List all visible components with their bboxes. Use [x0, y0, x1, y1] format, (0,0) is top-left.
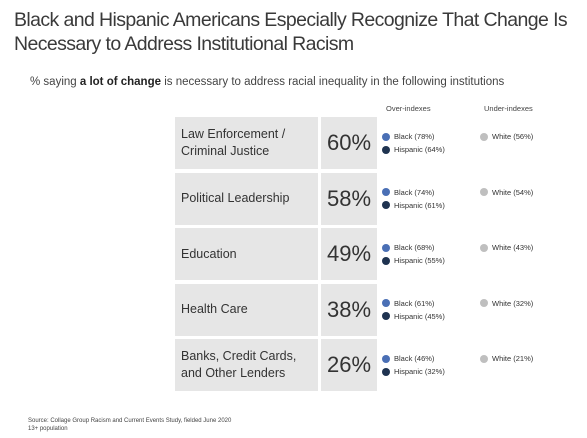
table-row: Law Enforcement / Criminal Justice 60% Bla…: [175, 117, 575, 169]
black-legend-label: Black (78%): [394, 132, 435, 141]
table-row: Education 49% Black (68%) Hispanic (55%) Whi…: [175, 228, 575, 280]
black-dot-icon: [382, 299, 390, 307]
institution-label: Education: [175, 228, 318, 280]
hispanic-dot-icon: [382, 201, 390, 209]
chart-title: Black and Hispanic Americans Especially …: [14, 9, 568, 55]
black-legend-item: Black (46%): [382, 354, 434, 363]
percent-value: 58%: [321, 172, 377, 225]
hispanic-legend-label: Hispanic (55%): [394, 256, 445, 265]
institution-label-text: Political Leadership: [181, 191, 290, 205]
table-row: Banks, Credit Cards, and Other Lenders 26…: [175, 339, 575, 391]
hispanic-legend-item: Hispanic (32%): [382, 367, 445, 376]
population-line: 13+ population: [28, 425, 68, 432]
table-row: Health Care 38% Black (61%) Hispanic (45%) W…: [175, 283, 575, 336]
black-dot-icon: [382, 354, 390, 363]
institution-label: Banks, Credit Cards, and Other Lenders: [175, 339, 318, 391]
percent-value: 26%: [321, 339, 377, 391]
white-legend-item: White (21%): [480, 354, 533, 363]
hispanic-legend-item: Hispanic (45%): [382, 312, 445, 321]
black-legend-label: Black (61%): [394, 298, 435, 308]
white-legend-label: White (43%): [492, 243, 534, 252]
hispanic-dot-icon: [382, 367, 390, 376]
hispanic-legend-label: Hispanic (32%): [394, 367, 445, 376]
hispanic-legend-label: Hispanic (61%): [394, 200, 445, 210]
hispanic-dot-icon: [382, 145, 390, 154]
white-dot-icon: [480, 354, 488, 363]
black-legend-item: Black (78%): [382, 132, 434, 141]
subtitle-prefix: % saying: [30, 76, 80, 88]
black-legend-label: Black (46%): [394, 354, 435, 363]
white-legend-label: White (32%): [492, 298, 534, 308]
institution-rows: Law Enforcement / Criminal Justice 60% Bla…: [175, 117, 575, 395]
black-dot-icon: [382, 243, 390, 252]
black-legend-item: Black (74%): [382, 188, 434, 197]
white-dot-icon: [480, 132, 488, 141]
hispanic-legend-item: Hispanic (61%): [382, 201, 445, 210]
white-dot-icon: [480, 188, 488, 196]
institution-label-text: Education: [181, 246, 237, 261]
white-dot-icon: [480, 299, 488, 307]
hispanic-legend-item: Hispanic (64%): [382, 145, 445, 154]
white-legend-label: White (56%): [492, 132, 534, 141]
hispanic-dot-icon: [382, 312, 390, 320]
institution-label: Political Leadership: [175, 172, 318, 225]
hispanic-dot-icon: [382, 256, 390, 265]
black-dot-icon: [382, 188, 390, 196]
institution-label-text: Law Enforcement / Criminal Justice: [181, 127, 286, 158]
percent-value: 49%: [321, 228, 377, 280]
white-legend-item: White (54%): [480, 188, 533, 197]
white-legend-item: White (56%): [480, 132, 533, 141]
institution-label-text: Banks, Credit Cards, and Other Lenders: [181, 349, 297, 380]
white-legend-item: White (32%): [480, 299, 533, 308]
black-legend-label: Black (74%): [394, 187, 435, 197]
black-dot-icon: [382, 132, 390, 141]
chart-subtitle: % saying a lot of change is necessary to…: [30, 76, 504, 88]
white-legend-item: White (43%): [480, 243, 533, 252]
hispanic-legend-label: Hispanic (45%): [394, 311, 445, 321]
table-row: Political Leadership 58% Black (74%) Hispan…: [175, 172, 575, 225]
institution-label: Health Care: [175, 283, 318, 336]
white-dot-icon: [480, 243, 488, 252]
source-note: Source: Collage Group Racism and Current…: [28, 418, 231, 433]
black-legend-item: Black (61%): [382, 299, 434, 308]
hispanic-legend-item: Hispanic (55%): [382, 256, 445, 265]
institution-label: Law Enforcement / Criminal Justice: [175, 117, 318, 169]
black-legend-label: Black (68%): [394, 243, 435, 252]
black-legend-item: Black (68%): [382, 243, 434, 252]
subtitle-emphasis: a lot of change: [79, 76, 162, 88]
white-legend-label: White (54%): [492, 187, 534, 197]
over-indexes-header: Over-indexes: [386, 104, 431, 113]
percent-value: 38%: [321, 283, 377, 336]
white-legend-label: White (21%): [492, 354, 534, 363]
institution-label-text: Health Care: [181, 302, 248, 316]
under-indexes-header: Under-indexes: [484, 104, 533, 113]
subtitle-suffix: is necessary to address racial inequalit…: [161, 76, 505, 88]
hispanic-legend-label: Hispanic (64%): [394, 145, 445, 154]
percent-value: 60%: [321, 117, 377, 169]
source-line: Source: Collage Group Racism and Current…: [28, 418, 232, 424]
